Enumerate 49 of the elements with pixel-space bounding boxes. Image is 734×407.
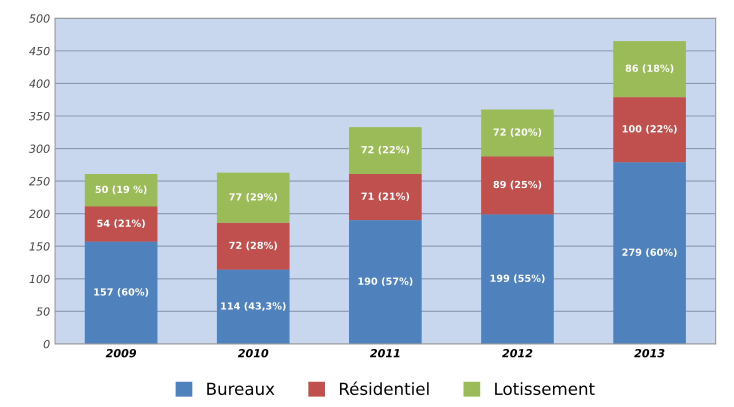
bar [349, 220, 422, 344]
x-tick-label: 2010 [238, 348, 268, 358]
legend-label: Lotissement [495, 382, 595, 396]
data-label: 114 (43,3%) [221, 302, 286, 311]
data-label: 72 (28%) [229, 242, 277, 250]
bar [216, 270, 290, 344]
y-tick-label: 0 [44, 340, 50, 348]
bar [84, 242, 158, 344]
bar [216, 222, 290, 270]
x-tick-label: 2011 [370, 348, 400, 358]
bar [349, 174, 422, 220]
bar [84, 174, 158, 207]
data-label: 279 (60%) [622, 248, 677, 258]
data-label: 54 (21%) [97, 219, 145, 228]
y-tick-label: 200 [29, 210, 50, 218]
data-label: 190 (57%) [358, 277, 412, 286]
y-tick-label: 50 [36, 307, 50, 316]
bar [481, 156, 554, 214]
y-tick-label: 500 [29, 14, 50, 23]
legend-label: Bureaux [207, 382, 274, 396]
y-tick-label: 250 [29, 177, 50, 186]
bar [481, 109, 554, 156]
x-tick-label: 2009 [106, 348, 136, 358]
bar [613, 97, 686, 162]
x-tick-label: 2012 [502, 348, 532, 358]
data-label: 157 (60%) [94, 288, 148, 297]
bar [613, 41, 686, 98]
data-label: 100 (22%) [622, 124, 677, 134]
data-label: 199 (55%) [490, 274, 545, 284]
y-tick-label: 450 [29, 46, 50, 56]
y-tick-label: 300 [29, 144, 50, 153]
data-label: 89 (25%) [494, 180, 542, 190]
bar [84, 206, 158, 242]
legend-label: Résidentiel [340, 382, 429, 396]
y-tick-label: 400 [29, 79, 50, 88]
x-tick-label: 2013 [634, 348, 664, 358]
bar [216, 172, 290, 223]
y-tick-label: 150 [30, 242, 50, 251]
bar [481, 214, 554, 344]
y-tick-label: 350 [29, 112, 50, 120]
bar [613, 162, 686, 344]
data-label: 72 (20%) [494, 128, 542, 137]
y-tick-label: 100 [30, 274, 50, 284]
data-label: 77 (29%) [229, 193, 277, 202]
bar [349, 127, 422, 174]
data-label: 86 (18%) [626, 64, 674, 74]
data-label: 72 (22%) [361, 146, 410, 154]
data-label: 50 (19 %) [96, 186, 147, 194]
data-label: 71 (21%) [361, 192, 410, 202]
